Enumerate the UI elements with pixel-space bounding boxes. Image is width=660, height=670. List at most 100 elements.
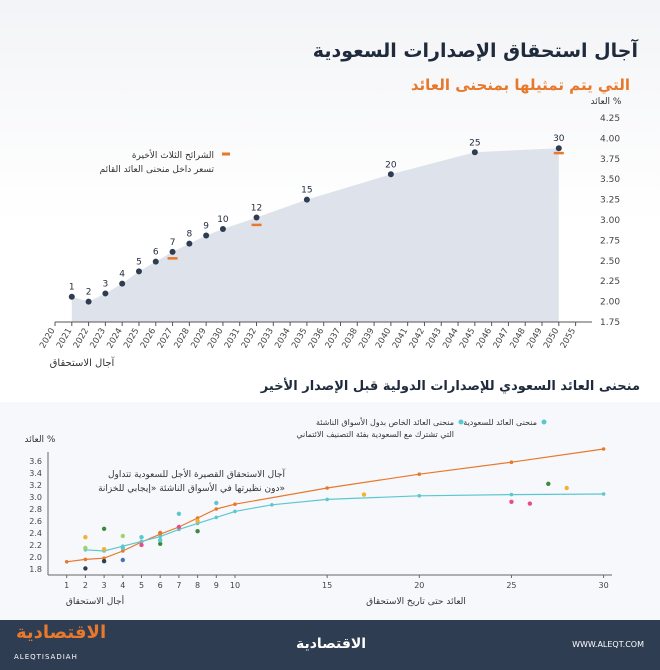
footer-website[interactable]: WWW.ALEQT.COM <box>572 640 644 649</box>
y-tick-label: 2.25 <box>600 277 620 287</box>
page-title: آجال استحقاق الإصدارات السعودية <box>312 40 638 62</box>
yield-area <box>71 148 559 322</box>
c2-y-tick-label: 3.4 <box>29 469 42 478</box>
c2-series-point <box>509 492 514 497</box>
data-label: 15 <box>301 186 312 196</box>
c2-scatter-point <box>564 485 569 491</box>
x-tick-label: 2043 <box>424 327 443 351</box>
x-tick-label: 2031 <box>223 327 242 351</box>
data-label: 3 <box>103 279 109 289</box>
c2-series-point <box>83 557 88 562</box>
legend-teal-dot-icon <box>541 419 547 425</box>
c2-series-point <box>158 534 162 539</box>
c2-scatter-point <box>101 526 107 531</box>
page-subtitle: التي يتم تمثيلها بمنحنى العائد <box>410 76 630 94</box>
c2-scatter-point <box>546 481 551 486</box>
c2-scatter-point <box>214 500 219 506</box>
c2-series-point <box>509 460 514 464</box>
data-point <box>303 196 310 203</box>
legend-line1: الشرائح الثلاث الأخيرة <box>132 149 214 161</box>
bottom-legend-item2b: التي تشترك مع السعودية بفئة التصنيف الائ… <box>296 430 454 439</box>
c2-x-axis-label: أجال الاستحقاق <box>66 595 124 607</box>
c2-x-tick-label: 5 <box>139 581 144 590</box>
c2-x-tick-label: 7 <box>176 581 181 590</box>
c2-y-tick-label: 3.6 <box>29 457 42 466</box>
c2-x-tick-label: 6 <box>158 581 163 590</box>
c2-x-tick-label: 10 <box>230 581 240 590</box>
c2-y-tick-label: 2.0 <box>29 553 42 562</box>
x-tick-label: 2022 <box>72 327 91 351</box>
c2-series-point <box>601 447 606 451</box>
c2-series-point <box>417 494 422 498</box>
y-tick-label: 3.75 <box>600 155 620 165</box>
data-label: 5 <box>136 257 142 267</box>
footer-logo[interactable]: الاقتصادية <box>16 622 107 643</box>
data-label: 12 <box>251 204 262 214</box>
c2-y-tick-label: 3.2 <box>29 481 42 490</box>
x-tick-label: 2036 <box>307 327 326 351</box>
c2-scatter-point <box>195 518 200 524</box>
c2-scatter-point <box>509 499 514 504</box>
x-tick-label: 2030 <box>206 327 225 351</box>
x-tick-label: 2055 <box>559 327 578 351</box>
bottom-legend-item1: منحنى العائد للسعودية <box>463 418 537 427</box>
y-tick-label: 4.25 <box>600 114 620 124</box>
footer: الاقتصادية ALEQTISADIAH الاقتصادية WWW.A… <box>0 620 660 670</box>
x-tick-label: 2046 <box>475 326 494 350</box>
data-point <box>555 145 562 152</box>
c2-series-point <box>214 507 219 511</box>
c2-x-tick-label: 2 <box>83 581 88 590</box>
c2-scatter-point <box>176 524 182 530</box>
data-label: 9 <box>203 222 209 232</box>
data-point <box>387 171 394 178</box>
bottom-panel <box>0 402 660 620</box>
x-tick-label: 2048 <box>508 327 527 351</box>
data-point <box>119 280 126 287</box>
x-tick-label: 2020 <box>38 327 57 351</box>
footer-center-logo[interactable]: الاقتصادية <box>296 636 367 652</box>
annotation-line2: دون نظيرتها في الأسواق الناشئة «إيجابي ل… <box>98 482 285 494</box>
data-point <box>186 240 193 247</box>
x-tick-label: 2042 <box>408 327 427 351</box>
c2-y-tick-label: 2.2 <box>29 541 42 550</box>
c2-series-point <box>417 472 422 476</box>
footer-logo-latin: ALEQTISADIAH <box>14 653 78 661</box>
c2-scatter-point <box>120 557 126 563</box>
data-point <box>169 248 176 255</box>
data-label: 30 <box>553 134 565 144</box>
c2-scatter-point <box>158 530 163 536</box>
data-label: 1 <box>69 283 75 293</box>
c2-x-tick-label: 4 <box>120 581 125 590</box>
data-label: 4 <box>119 270 125 280</box>
c2-scatter-point <box>83 535 88 540</box>
c2-series-point <box>325 497 329 502</box>
c2-series-point <box>270 503 274 507</box>
c2-y-tick-label: 2.4 <box>29 529 42 538</box>
x-tick-label: 2045 <box>458 327 477 351</box>
data-point <box>152 258 159 265</box>
x-tick-label: 2034 <box>273 327 292 351</box>
c2-scatter-point <box>139 535 144 540</box>
c2-series-point <box>325 486 329 490</box>
x-tick-label: 2037 <box>324 327 343 351</box>
data-label: 20 <box>385 160 397 170</box>
y-tick-label: 3.25 <box>600 196 620 206</box>
c2-scatter-point <box>120 533 126 539</box>
x-tick-label: 2033 <box>256 327 275 351</box>
annotation-line1: آجال الاستحقاق القصيرة الأجل للسعودية تت… <box>108 468 286 480</box>
data-point <box>253 214 260 221</box>
c2-series-point <box>233 509 237 514</box>
data-point <box>85 298 92 305</box>
c2-series-line <box>85 493 604 552</box>
y-tick-label: 4.00 <box>600 134 620 144</box>
x-tick-label: 2035 <box>290 327 309 351</box>
c2-series-line <box>66 448 604 563</box>
c2-scatter-point <box>120 545 126 551</box>
x-tick-label: 2039 <box>357 327 376 351</box>
y-axis-label: العائد % <box>591 97 622 107</box>
data-label: 10 <box>217 215 229 225</box>
c2-scatter-point <box>195 529 200 534</box>
c2-y-tick-label: 3.0 <box>29 493 42 502</box>
c2-scatter-point <box>158 541 163 546</box>
